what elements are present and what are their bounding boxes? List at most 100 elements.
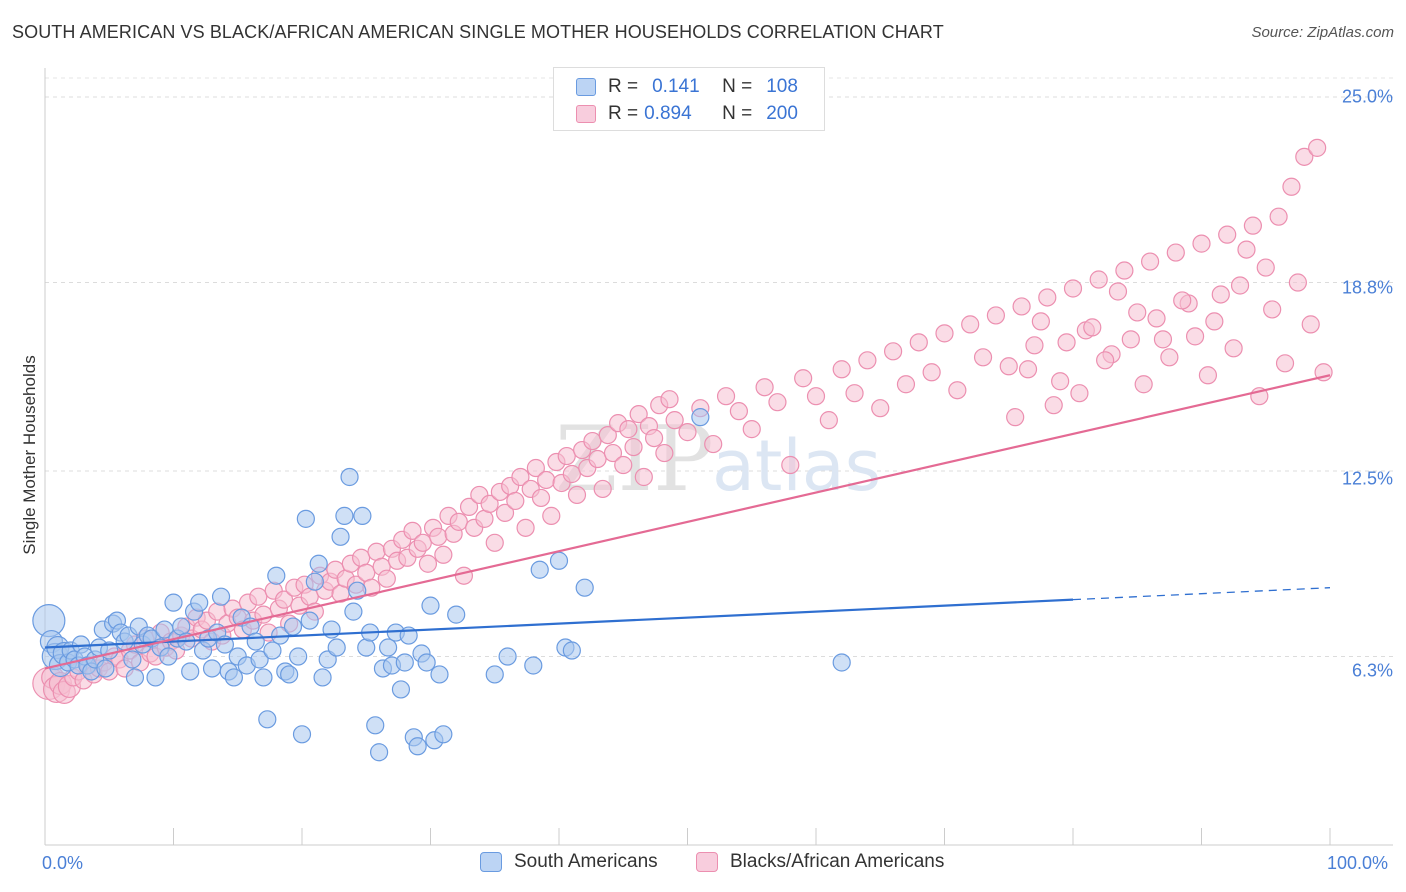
chart-title: SOUTH AMERICAN VS BLACK/AFRICAN AMERICAN… bbox=[12, 22, 944, 42]
bottom-legend-swatch-blue bbox=[480, 852, 502, 872]
scatter-point bbox=[391, 680, 411, 699]
scatter-point bbox=[1211, 285, 1230, 304]
scatter-point bbox=[202, 659, 222, 678]
scatter-point bbox=[159, 647, 178, 666]
scatter-point bbox=[832, 360, 851, 379]
scatter-point bbox=[366, 716, 385, 735]
scatter-point bbox=[254, 668, 273, 687]
scatter-point bbox=[511, 467, 530, 487]
scatter-point bbox=[858, 351, 877, 370]
scatter-point bbox=[353, 506, 372, 525]
legend-swatch-pink bbox=[576, 105, 596, 123]
scatter-point bbox=[344, 602, 363, 621]
n-label: N = bbox=[722, 76, 753, 97]
scatter-point bbox=[249, 587, 268, 606]
trend-line-blacks bbox=[44, 374, 1331, 670]
trend-line-south-americans bbox=[44, 598, 1074, 649]
scatter-point bbox=[896, 375, 916, 394]
scatter-point bbox=[377, 569, 396, 588]
scatter-point bbox=[258, 710, 277, 729]
scatter-point bbox=[948, 381, 967, 400]
scatter-point bbox=[123, 650, 142, 669]
scatter-point bbox=[211, 587, 231, 606]
x-tick-label-max: 100.0% bbox=[1327, 853, 1389, 873]
legend-swatch-blue bbox=[576, 78, 596, 96]
grid-lines bbox=[44, 68, 1393, 846]
scatter-point bbox=[562, 641, 581, 660]
scatter-point bbox=[181, 662, 200, 681]
scatter-point bbox=[357, 638, 376, 657]
scatter-point bbox=[485, 533, 504, 552]
scatter-point bbox=[348, 581, 367, 600]
scatter-point bbox=[593, 479, 612, 499]
scatter-point bbox=[430, 665, 449, 684]
y-tick-label: 6.3% bbox=[1351, 660, 1393, 681]
scatter-point bbox=[1147, 309, 1166, 328]
scatter-point bbox=[1031, 312, 1050, 331]
scatter-point bbox=[274, 590, 294, 609]
scatter-point bbox=[845, 384, 864, 403]
scatter-point bbox=[1006, 408, 1025, 427]
scatter-point bbox=[485, 665, 504, 684]
scatter-point bbox=[164, 593, 183, 612]
x-axis-ticks bbox=[44, 828, 1331, 845]
scatter-point bbox=[1153, 330, 1173, 349]
scatter-point bbox=[603, 443, 623, 463]
stats-legend: R = 0.141 N = 108 R = 0.894 N = 200 bbox=[553, 67, 825, 131]
scatter-point bbox=[665, 411, 684, 430]
x-tick-label-min: 0.0% bbox=[42, 853, 84, 873]
scatter-point bbox=[1256, 258, 1275, 277]
scatter-point bbox=[634, 467, 653, 487]
scatter-point bbox=[819, 411, 838, 430]
scatter-point bbox=[224, 668, 243, 687]
scatter-point bbox=[1096, 351, 1115, 370]
scatter-point bbox=[434, 545, 453, 564]
scatter-point bbox=[1237, 240, 1256, 259]
scatter-point bbox=[755, 378, 774, 397]
scatter-point bbox=[413, 533, 432, 552]
scatter-point bbox=[378, 638, 398, 657]
scatter-point bbox=[1038, 288, 1057, 307]
n-value: 200 bbox=[766, 103, 798, 124]
scatter-point bbox=[624, 437, 643, 457]
scatter-point bbox=[429, 527, 448, 546]
scatter-point bbox=[395, 653, 414, 672]
scatter-point bbox=[1301, 315, 1320, 334]
scatter-point bbox=[1243, 216, 1263, 235]
scatter-point bbox=[973, 348, 993, 367]
scatter-point bbox=[629, 405, 648, 424]
scatter-point bbox=[806, 387, 826, 406]
legend-row-south-americans: R = 0.141 N = 108 bbox=[576, 75, 798, 99]
scatter-point bbox=[1089, 270, 1108, 289]
scatter-point bbox=[935, 324, 954, 343]
scatter-point bbox=[678, 423, 697, 442]
scatter-point bbox=[1070, 384, 1089, 403]
scatter-point bbox=[1108, 282, 1128, 301]
scatter-point bbox=[267, 566, 286, 585]
scatter-point bbox=[449, 512, 468, 531]
scatter-point bbox=[614, 455, 633, 475]
scatter-point bbox=[403, 521, 422, 540]
scatter-point bbox=[250, 650, 269, 669]
scatter-point bbox=[459, 497, 479, 517]
scatter-point bbox=[691, 408, 710, 427]
bottom-legend-label: Blacks/African Americans bbox=[730, 851, 945, 872]
bottom-legend-label: South Americans bbox=[514, 851, 658, 872]
scatter-point bbox=[1185, 327, 1205, 346]
scatter-point bbox=[296, 509, 315, 528]
scatter-point bbox=[300, 611, 319, 630]
scatter-point bbox=[794, 369, 813, 388]
scatter-point bbox=[999, 357, 1018, 376]
scatter-point bbox=[1269, 207, 1288, 226]
scatter-point bbox=[1128, 303, 1147, 322]
scatter-point bbox=[557, 446, 576, 466]
scatter-point bbox=[1173, 291, 1192, 310]
scatter-point bbox=[530, 560, 549, 579]
scatter-point bbox=[883, 342, 903, 361]
scatter-point bbox=[619, 420, 638, 439]
scatter-point bbox=[575, 578, 594, 597]
scatter-point bbox=[871, 399, 890, 418]
scatter-point bbox=[655, 443, 674, 463]
scatter-point bbox=[335, 506, 354, 525]
